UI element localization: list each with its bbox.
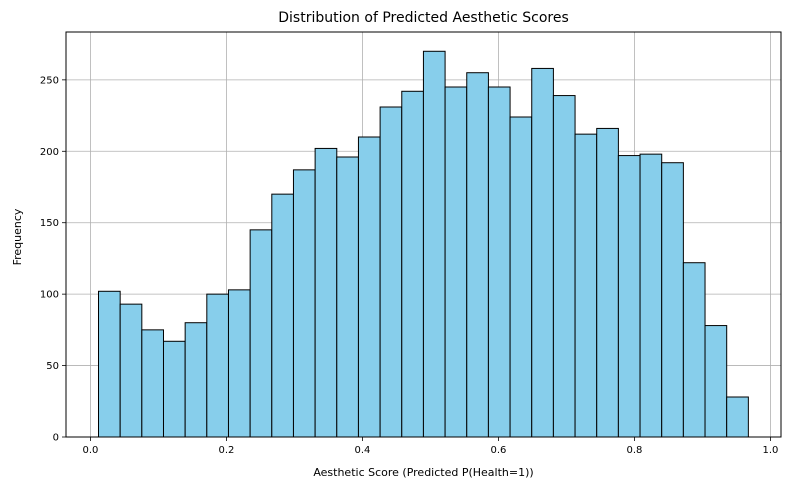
x-axis-label: Aesthetic Score (Predicted P(Health=1)) [313,466,533,479]
histogram-bar [271,193,294,438]
x-tick-label: 0.2 [219,445,235,456]
x-tick-label: 0.6 [491,445,507,456]
y-tick-label: 150 [40,218,59,229]
histogram-bar [336,156,359,438]
x-tick-label: 0.4 [355,445,371,456]
x-tick-label: 0.8 [627,445,643,456]
x-tick-label: 1.0 [763,445,779,456]
y-tick-label: 50 [46,361,59,372]
histogram-bar [596,127,619,438]
histogram-bar [401,90,424,438]
chart-title: Distribution of Predicted Aesthetic Scor… [278,10,569,26]
histogram-bars [98,50,749,438]
histogram-bar [98,290,121,438]
histogram-bar [422,50,446,438]
histogram-bar [141,329,164,438]
y-tick-label: 0 [53,433,59,444]
histogram-bar [639,153,663,438]
y-tick-label: 250 [40,75,59,86]
histogram-bar [357,136,381,438]
histogram-bar [704,325,728,438]
histogram-bar [509,116,533,438]
histogram-bar [682,262,706,438]
histogram-bar [617,155,641,438]
y-axis-ticks: 0 50 100 150 200 250 [40,75,66,444]
plot-frame [65,31,782,438]
histogram-bar [726,396,749,438]
histogram-bar [227,289,251,438]
histogram-bar [184,322,208,438]
histogram-bar [249,229,273,438]
x-tick-label: 0.0 [83,445,99,456]
histogram-bar [661,162,684,438]
histogram-bar [574,133,598,438]
histogram-bar [292,169,316,438]
histogram-bar [531,67,554,438]
histogram-bar [552,95,576,438]
histogram-bar [444,86,468,438]
histogram-bar [466,72,489,438]
y-tick-label: 200 [40,147,59,158]
histogram-bar [314,147,338,438]
y-axis-label: Frequency [11,208,24,265]
x-axis-ticks: 0.0 0.2 0.4 0.6 0.8 1.0 [83,437,779,456]
histogram-bar [206,293,229,438]
histogram-bar [162,340,186,438]
histogram-bar [379,106,403,438]
histogram-bar [119,303,143,438]
histogram-bar [487,86,511,438]
y-tick-label: 100 [40,290,59,301]
